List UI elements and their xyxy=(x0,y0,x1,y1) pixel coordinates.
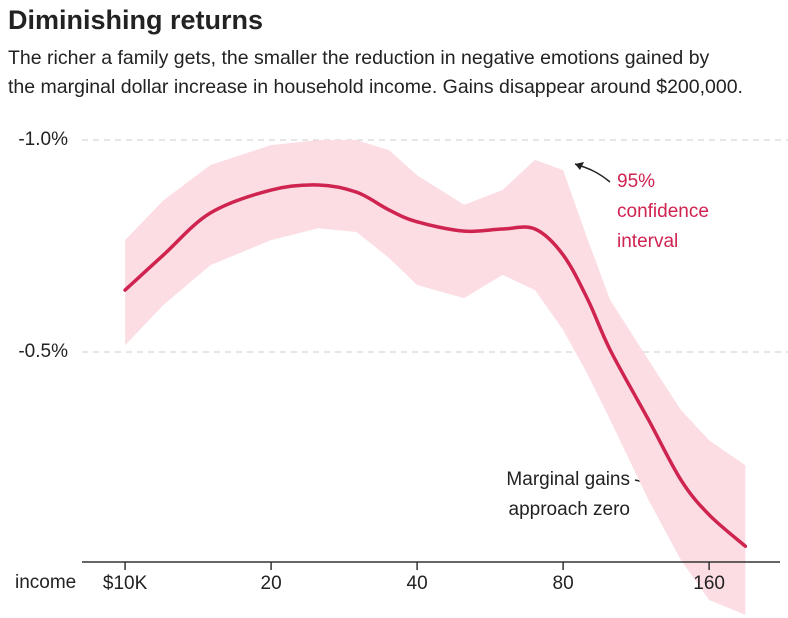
x-tick-label: 80 xyxy=(553,573,574,594)
x-tick-label: $10K xyxy=(103,573,148,594)
annotation: confidence xyxy=(617,201,709,222)
y-tick-label: -1.0% xyxy=(18,129,68,150)
line xyxy=(123,183,748,548)
arrowhead xyxy=(575,162,584,170)
subtitle: the marginal dollar increase in househol… xyxy=(8,76,743,98)
annotation: interval xyxy=(617,231,678,252)
annotation: 95% xyxy=(617,171,655,192)
x-tick-label: 160 xyxy=(693,573,725,594)
x-tick-label: 20 xyxy=(261,573,282,594)
annotation: approach zero xyxy=(509,499,630,520)
x-axis-label: income xyxy=(15,572,76,593)
confidence-band xyxy=(125,140,746,615)
subtitle: The richer a family gets, the smaller th… xyxy=(8,47,710,69)
annotation: Marginal gains xyxy=(506,469,630,490)
y-tick-label: -0.5% xyxy=(18,341,68,362)
chart-title: Diminishing returns xyxy=(8,5,263,35)
x-tick-label: 40 xyxy=(407,573,428,594)
